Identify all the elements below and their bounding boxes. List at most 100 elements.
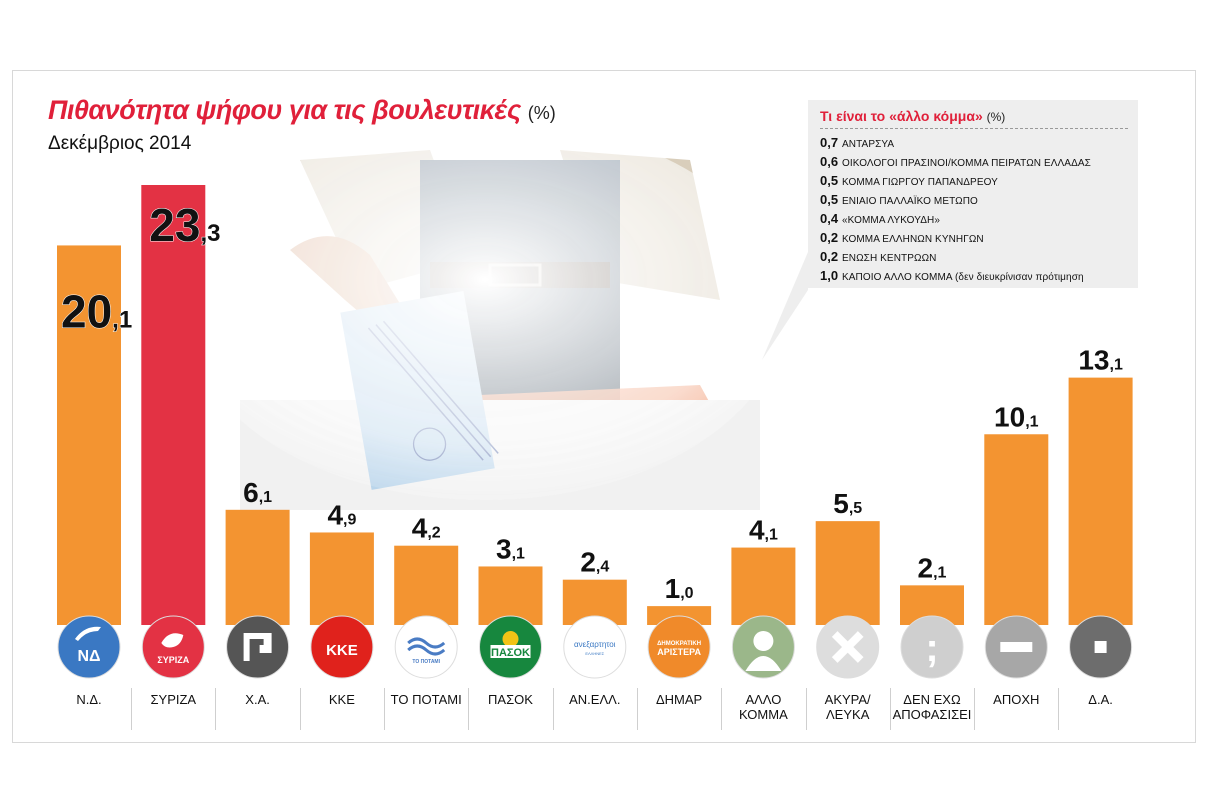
icon-text: ΑΡΙΣΤΕΡΑ bbox=[657, 647, 701, 657]
category-divider bbox=[636, 688, 638, 730]
data-label-int: 4 bbox=[412, 513, 428, 544]
legend-item-name: ΚΟΜΜΑ ΓΙΩΡΓΟΥ ΠΑΠΑΝΔΡΕΟΥ bbox=[842, 177, 998, 188]
legend-item-value: 0,6 bbox=[820, 154, 839, 169]
legend-item-name: «ΚΟΜΜΑ ΛΥΚΟΥΔΗ» bbox=[842, 215, 941, 226]
chart-subtitle: Δεκέμβριος 2014 bbox=[48, 133, 192, 154]
bar bbox=[394, 545, 459, 625]
kke-logo-icon: ΚΚΕ bbox=[310, 615, 374, 679]
legend-item: 0,6 ΟΙΚΟΛΟΓΟΙ ΠΡΑΣΙΝΟΙ/ΚΟΜΜΑ ΠΕΙΡΑΤΩΝ ΕΛΛ… bbox=[820, 152, 1128, 171]
legend-rows: 0,7 ΑΝΤΑΡΣΥΑ 0,6 ΟΙΚΟΛΟΓΟΙ ΠΡΑΣΙΝΟΙ/ΚΟΜΜΑ Π… bbox=[820, 133, 1128, 285]
icon-text: ΚΚΕ bbox=[326, 642, 358, 659]
bar bbox=[984, 434, 1049, 625]
legend-item-name: ΕΝΙΑΙΟ ΠΑΛΛΑΪΚΟ ΜΕΤΩΠΟ bbox=[842, 196, 978, 207]
category-label: ΤΟ ΠΟΤΑΜΙ bbox=[390, 692, 462, 707]
nd-logo-icon: ΝΔ bbox=[57, 615, 121, 679]
minus-icon bbox=[984, 615, 1048, 679]
legend-item-name: ΑΝΤΑΡΣΥΑ bbox=[842, 139, 895, 150]
data-label-int: 20 bbox=[61, 285, 112, 337]
x-cross-icon bbox=[816, 615, 880, 679]
category-divider bbox=[384, 688, 386, 730]
category-label: ΑΛΛΟ ΚΟΜΜΑ bbox=[739, 692, 788, 722]
category-label: ΠΑΣΟΚ bbox=[488, 692, 533, 707]
bar bbox=[731, 547, 796, 625]
category-divider bbox=[215, 688, 217, 730]
legend-item-name: ΟΙΚΟΛΟΓΟΙ ΠΡΑΣΙΝΟΙ/ΚΟΜΜΑ ΠΕΙΡΑΤΩΝ ΕΛΛΑΔΑ… bbox=[842, 158, 1091, 169]
legend-item-value: 0,4 bbox=[820, 211, 839, 226]
data-label-int: 2 bbox=[918, 552, 934, 583]
data-label-int: 10 bbox=[994, 401, 1025, 432]
category-divider bbox=[721, 688, 723, 730]
legend-separator bbox=[820, 128, 1128, 129]
data-label-int: 13 bbox=[1078, 345, 1109, 376]
bar bbox=[309, 532, 374, 625]
legend-item: 0,4 «ΚΟΜΜΑ ΛΥΚΟΥΔΗ» bbox=[820, 209, 1128, 228]
category-divider bbox=[131, 688, 133, 730]
category-divider bbox=[299, 688, 301, 730]
category-label: ΑΝ.ΕΛΛ. bbox=[569, 692, 621, 707]
legend-item-value: 0,5 bbox=[820, 192, 839, 207]
legend-item-value: 0,7 bbox=[820, 135, 839, 150]
data-label-dec: ,3 bbox=[200, 220, 220, 247]
legend-item: 0,2 ΕΝΩΣΗ ΚΕΝΤΡΩΩΝ bbox=[820, 247, 1128, 266]
bar bbox=[478, 566, 543, 625]
data-label: 6,1 bbox=[243, 477, 272, 508]
data-label-int: 6 bbox=[243, 477, 259, 508]
legend-title-text: Τι είναι το «άλλο κόμμα» bbox=[820, 108, 983, 124]
pasok-logo-icon: ΠΑΣΟΚ bbox=[479, 615, 542, 679]
dot-icon bbox=[1069, 615, 1133, 679]
category-label: Χ.Α. bbox=[245, 692, 270, 707]
data-label: 3,1 bbox=[496, 533, 525, 564]
category-label: Ν.Δ. bbox=[76, 692, 102, 707]
data-label: 10,1 bbox=[994, 401, 1039, 432]
chart-title: Πιθανότητα ψήφου για τις βουλευτικές (%) bbox=[48, 95, 556, 126]
legend-item-value: 0,2 bbox=[820, 249, 839, 264]
legend-item: 0,5 ΚΟΜΜΑ ΓΙΩΡΓΟΥ ΠΑΠΑΝΔΡΕΟΥ bbox=[820, 171, 1128, 190]
data-label-int: 5 bbox=[833, 488, 849, 519]
category-label: ΣΥΡΙΖΑ bbox=[150, 692, 197, 707]
data-label-dec: ,9 bbox=[343, 511, 356, 528]
legend-item: 0,7 ΑΝΤΑΡΣΥΑ bbox=[820, 133, 1128, 152]
icon-text: ανεξαρτητοι bbox=[574, 640, 616, 649]
data-label-dec: ,1 bbox=[112, 306, 132, 333]
data-label-int: 1 bbox=[665, 573, 681, 604]
data-label: 1,0 bbox=[665, 573, 694, 604]
data-label-dec: ,1 bbox=[259, 489, 272, 506]
legend-item-name: ΕΝΩΣΗ ΚΕΝΤΡΩΩΝ bbox=[842, 253, 937, 264]
data-label: 2,4 bbox=[580, 547, 609, 578]
data-label-int: 4 bbox=[749, 515, 765, 546]
data-label: 5,5 bbox=[833, 488, 862, 519]
syriza-logo-icon: ΣΥΡΙΖΑ bbox=[141, 615, 205, 679]
icon-text: ΕΛΛΗΝΕΣ bbox=[585, 651, 604, 656]
legend-item-value: 0,5 bbox=[820, 173, 839, 188]
icon-text: ΝΔ bbox=[77, 648, 100, 665]
data-label: 20,1 bbox=[61, 285, 132, 337]
bar bbox=[141, 185, 206, 625]
data-label-int: 23 bbox=[149, 199, 200, 251]
legend-item-name: ΚΑΠΟΙΟ ΑΛΛΟ ΚΟΜΜΑ (δεν διευκρίνισαν πρότ… bbox=[842, 272, 1084, 283]
icon-text: ΠΑΣΟΚ bbox=[491, 647, 530, 659]
icon-text: ΤΟ ΠΟΤΑΜΙ bbox=[412, 659, 440, 665]
data-label: 4,9 bbox=[327, 499, 356, 530]
data-label: 2,1 bbox=[918, 552, 947, 583]
legend-item-value: 0,2 bbox=[820, 230, 839, 245]
icon-text: ΔΗΜΟΚΡΑΤΙΚΗ bbox=[657, 641, 701, 647]
category-label: Δ.Α. bbox=[1088, 692, 1113, 707]
legend-item: 0,2 ΚΟΜΜΑ ΕΛΛΗΝΩΝ ΚΥΝΗΓΩΝ bbox=[820, 228, 1128, 247]
data-label: 4,2 bbox=[412, 513, 441, 544]
potami-logo-icon: ΤΟ ΠΟΤΑΜΙ bbox=[394, 615, 458, 679]
data-label: 13,1 bbox=[1078, 345, 1123, 376]
legend-item-name: ΚΟΜΜΑ ΕΛΛΗΝΩΝ ΚΥΝΗΓΩΝ bbox=[842, 234, 984, 245]
data-label-dec: ,1 bbox=[1025, 413, 1038, 430]
category-divider bbox=[805, 688, 807, 730]
data-label: 23,3 bbox=[149, 199, 220, 251]
person-silhouette-icon bbox=[731, 615, 795, 679]
anel-logo-icon: ανεξαρτητοι ΕΛΛΗΝΕΣ bbox=[563, 615, 627, 679]
bar bbox=[1068, 377, 1133, 625]
category-divider bbox=[468, 688, 470, 730]
title-unit: (%) bbox=[527, 103, 556, 123]
bar bbox=[815, 521, 880, 625]
icon-text: ΣΥΡΙΖΑ bbox=[157, 655, 189, 665]
